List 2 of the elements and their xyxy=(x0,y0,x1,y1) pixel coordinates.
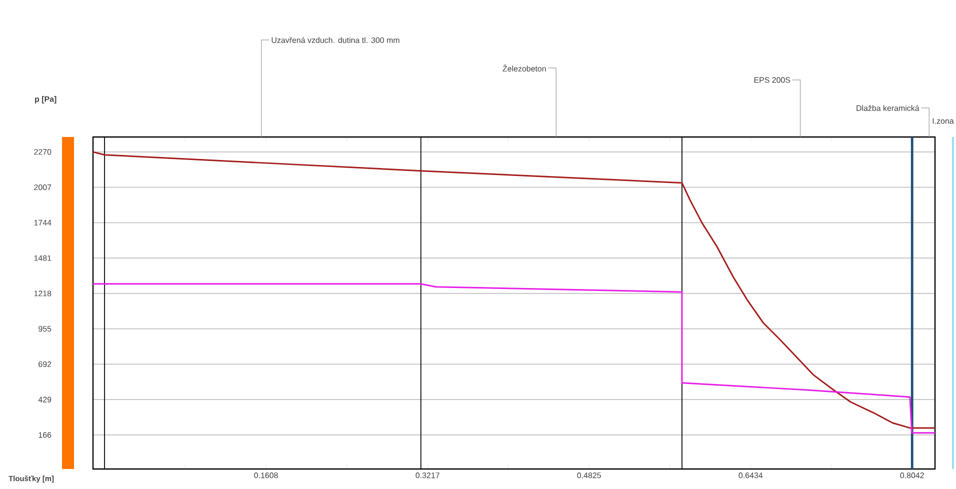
line-series xyxy=(92,151,936,429)
line-series xyxy=(92,283,936,434)
